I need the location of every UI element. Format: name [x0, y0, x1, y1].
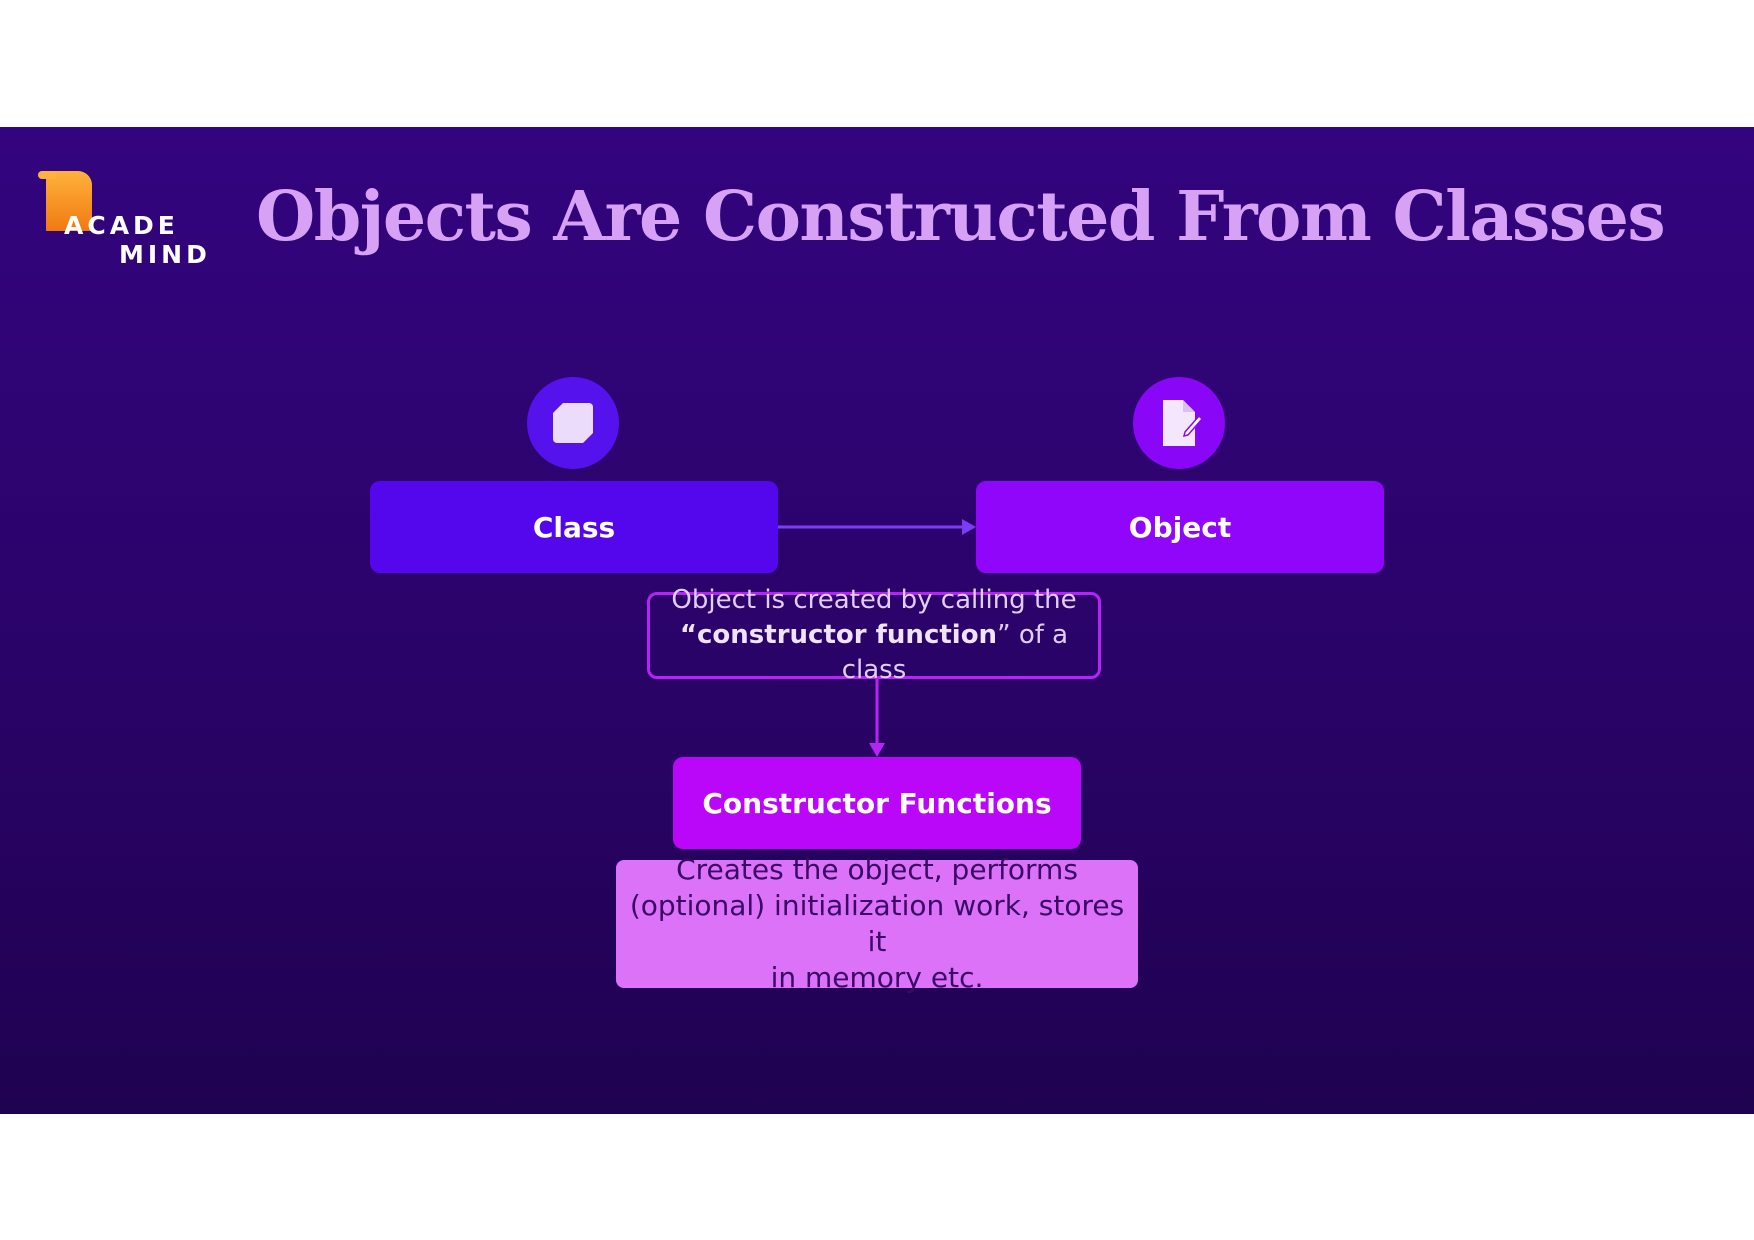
class-label: Class	[532, 510, 616, 544]
constructor-description: Creates the object, performs (optional) …	[616, 853, 1138, 994]
cube-icon	[553, 403, 593, 443]
academind-logo: ACADE MIND	[38, 171, 214, 271]
note-line2-tail: ” of a class	[841, 620, 1069, 685]
note-line2: “constructor function” of a class	[650, 618, 1098, 688]
constructor-functions-box: Constructor Functions	[673, 757, 1081, 849]
note-bold-text: constructor function	[697, 620, 998, 650]
note-open-quote: “	[679, 620, 698, 650]
desc-line2: (optional) initialization work, stores i…	[629, 889, 1125, 958]
logo-mark	[38, 171, 92, 231]
constructor-note: Object is created by calling the “constr…	[647, 585, 1101, 685]
object-label: Object	[1128, 510, 1232, 544]
class-icon-circle	[527, 377, 619, 469]
logo-text-line1: ACADE	[64, 211, 179, 240]
note-to-constructor-arrowhead	[869, 743, 885, 757]
object-box: Object	[976, 481, 1384, 573]
desc-line1: Creates the object, performs	[676, 853, 1078, 886]
class-box: Class	[370, 481, 778, 573]
document-icon	[1163, 400, 1203, 446]
object-icon-circle	[1133, 377, 1225, 469]
slide-title: Objects Are Constructed From Classes	[256, 177, 1666, 257]
class-to-object-arrowhead	[962, 519, 976, 535]
slide: ACADE MIND Objects Are Constructed From …	[0, 127, 1754, 1114]
constructor-label: Constructor Functions	[702, 786, 1052, 820]
logo-text-line2: MIND	[119, 240, 211, 269]
desc-line3: in memory etc.	[770, 961, 984, 994]
diagram-connectors	[778, 519, 976, 757]
note-line1: Object is created by calling the	[671, 585, 1077, 615]
